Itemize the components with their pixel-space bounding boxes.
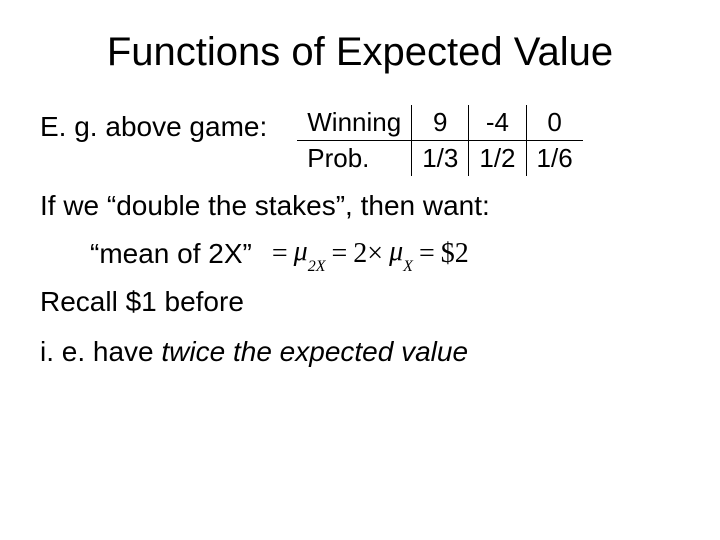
result: $2 — [441, 238, 469, 270]
prob-val-2: 1/6 — [526, 141, 583, 177]
ie-italic: twice the expected value — [161, 336, 468, 367]
recall-line: Recall $1 before — [40, 286, 680, 318]
if-line: If we “double the stakes”, then want: — [40, 190, 680, 222]
eq-sign-1: = — [272, 238, 288, 270]
example-row: E. g. above game: Winning 9 -4 0 Prob. 1… — [40, 105, 680, 176]
slide: Functions of Expected Value E. g. above … — [0, 0, 720, 396]
mean-label: “mean of 2X” — [90, 238, 252, 270]
winning-val-0: 9 — [412, 105, 469, 141]
winning-val-2: 0 — [526, 105, 583, 141]
table-row: Winning 9 -4 0 — [297, 105, 582, 141]
example-label: E. g. above game: — [40, 105, 267, 143]
slide-title: Functions of Expected Value — [40, 30, 680, 75]
winning-label: Winning — [297, 105, 411, 141]
eq-sign-3: = — [419, 238, 435, 270]
mu-x: μX — [389, 236, 413, 272]
equation: = μ2X = 2× μX = $2 — [272, 236, 469, 272]
two-times: 2× — [353, 238, 383, 270]
mu-2x: μ2X — [294, 236, 326, 272]
prob-val-0: 1/3 — [412, 141, 469, 177]
table-row: Prob. 1/3 1/2 1/6 — [297, 141, 582, 177]
prob-val-1: 1/2 — [469, 141, 526, 177]
prob-label: Prob. — [297, 141, 411, 177]
ie-line: i. e. have twice the expected value — [40, 336, 680, 368]
eq-sign-2: = — [332, 238, 348, 270]
winning-val-1: -4 — [469, 105, 526, 141]
mean-line: “mean of 2X” = μ2X = 2× μX = $2 — [90, 236, 680, 272]
game-table: Winning 9 -4 0 Prob. 1/3 1/2 1/6 — [297, 105, 582, 176]
ie-prefix: i. e. have — [40, 336, 161, 367]
